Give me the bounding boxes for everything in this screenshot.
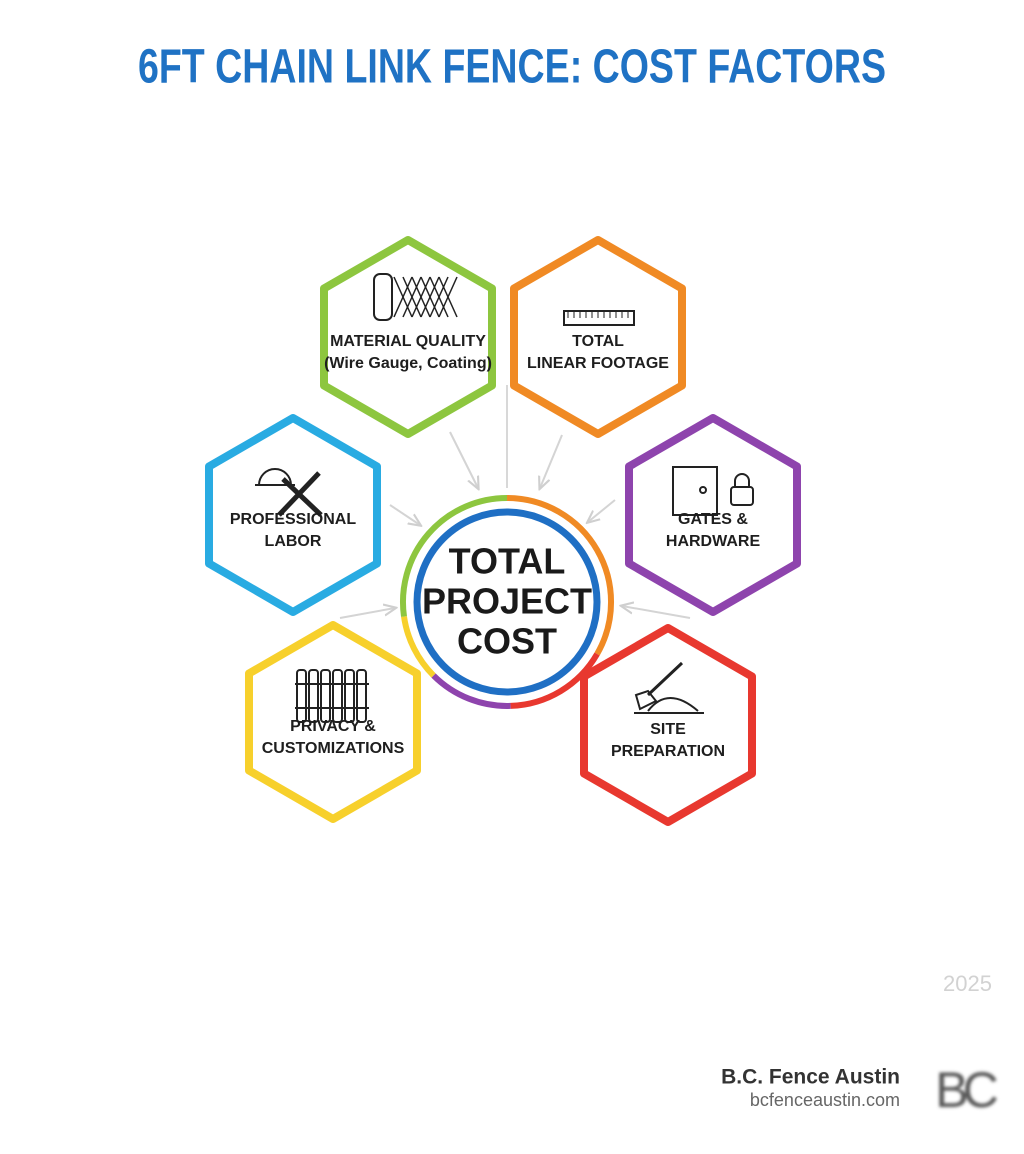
factor-node: PRIVACY & CUSTOMIZATIONS	[245, 621, 421, 823]
factor-label: PRIVACY &	[290, 718, 376, 735]
factor-node: PROFESSIONAL LABOR	[205, 414, 381, 616]
icon	[438, 276, 458, 318]
factor-label: MATERIAL QUALITY	[330, 333, 486, 350]
year: 2025	[943, 971, 992, 996]
icon	[411, 276, 431, 318]
brand-url: bcfenceaustin.com	[750, 1090, 900, 1110]
factor-label: TOTAL	[572, 333, 624, 350]
arrow	[540, 434, 563, 488]
icon	[646, 661, 684, 697]
icon	[281, 477, 323, 517]
ring-segment	[506, 495, 614, 656]
icon	[429, 276, 449, 318]
factor-node: MATERIAL QUALITY (Wire Gauge, Coating)	[320, 236, 496, 438]
arrow	[588, 499, 616, 522]
center-label: COST	[457, 621, 557, 662]
nodes: MATERIAL QUALITY (Wire Gauge, Coating) TOT…	[205, 236, 801, 826]
factor-node: GATES & HARDWARE	[625, 414, 801, 616]
inner-ring	[413, 508, 601, 696]
icon	[320, 669, 331, 723]
icon	[402, 276, 422, 318]
arrow	[389, 504, 420, 525]
icon	[672, 466, 718, 516]
factor-label: CUSTOMIZATIONS	[262, 740, 405, 757]
icon	[420, 276, 440, 318]
center-label: TOTAL	[449, 541, 566, 582]
factor-label: PREPARATION	[611, 743, 725, 760]
icon	[308, 669, 319, 723]
icon	[393, 276, 413, 318]
factor-node: TOTAL LINEAR FOOTAGE	[510, 236, 686, 438]
factor-node: SITE PREPARATION	[580, 624, 756, 826]
icon	[344, 669, 355, 723]
icon	[296, 669, 307, 723]
ring-segment	[510, 652, 600, 709]
factor-label: (Wire Gauge, Coating)	[324, 355, 492, 372]
icon	[356, 669, 367, 723]
hexagon	[580, 624, 756, 826]
arrow	[622, 606, 691, 619]
icon	[699, 486, 707, 494]
hexagon	[510, 236, 686, 438]
icon	[373, 273, 393, 321]
icon	[332, 669, 343, 723]
icon	[734, 473, 750, 487]
factor-label: LINEAR FOOTAGE	[527, 355, 669, 372]
arrows	[339, 385, 691, 619]
factor-label: SITE	[650, 721, 686, 738]
factor-label: LABOR	[265, 533, 322, 550]
title: 6FT CHAIN LINK FENCE: COST FACTORS	[138, 41, 886, 94]
hexagon	[320, 236, 496, 438]
icon	[634, 697, 704, 714]
factor-label: HARDWARE	[666, 533, 761, 550]
factor-label: GATES &	[678, 511, 748, 528]
ring-segment	[431, 673, 511, 709]
hexagon	[205, 414, 381, 616]
ring-segment	[400, 495, 508, 617]
arrow	[339, 608, 395, 619]
arrow	[449, 431, 478, 488]
icon	[730, 486, 754, 506]
icon	[634, 689, 658, 711]
logo: BC	[935, 1062, 997, 1118]
factor-label: PROFESSIONAL	[230, 511, 356, 528]
brand-name: B.C. Fence Austin	[721, 1066, 900, 1089]
ring-segment	[401, 616, 436, 678]
center-label: PROJECT	[422, 581, 592, 622]
